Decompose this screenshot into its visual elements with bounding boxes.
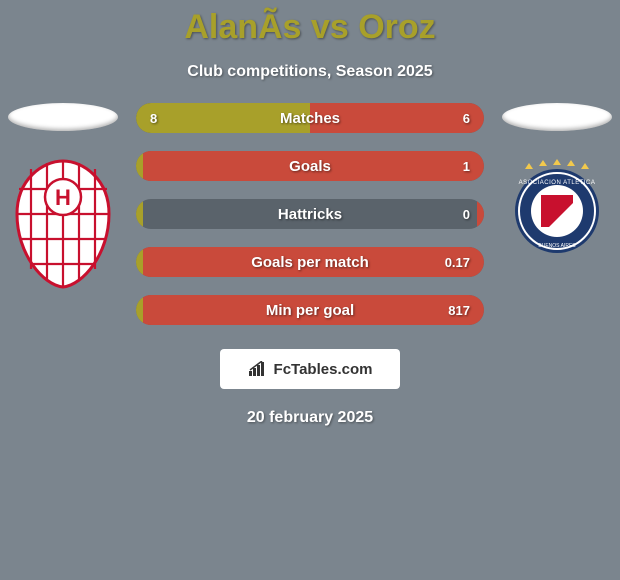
right-team-crest: ASOCIACION ATLETICA BUENOS AIRES: [509, 159, 605, 255]
bar-label: Min per goal: [136, 295, 484, 325]
stat-bar: 86Matches: [136, 103, 484, 133]
title-vs: vs: [311, 8, 349, 46]
title-right-name: Oroz: [358, 8, 435, 46]
date-text: 20 february 2025: [0, 409, 620, 427]
brand-text: FcTables.com: [274, 361, 373, 378]
huracan-crest-icon: H: [13, 159, 113, 289]
argentinos-crest-icon: ASOCIACION ATLETICA BUENOS AIRES: [509, 159, 605, 255]
page-title: AlanÃ­s vs Oroz: [0, 0, 620, 47]
bar-label: Goals: [136, 151, 484, 181]
left-player-col: H: [8, 103, 118, 289]
bar-label: Hattricks: [136, 199, 484, 229]
infographic-container: AlanÃ­s vs Oroz Club competitions, Seaso…: [0, 0, 620, 580]
brand-badge: FcTables.com: [220, 349, 400, 389]
stat-bar: 0.17Goals per match: [136, 247, 484, 277]
chart-icon: [248, 361, 268, 377]
stat-bars: 86Matches 1Goals 0Hattricks 0.17Goals per m…: [118, 103, 502, 325]
title-left-name: AlanÃ­s: [184, 8, 301, 46]
stat-bar: 0Hattricks: [136, 199, 484, 229]
right-player-oval: [502, 103, 612, 131]
main-row: H 86Matches 1Goals 0Hattricks 0.17Goals per…: [0, 103, 620, 325]
bar-label: Goals per match: [136, 247, 484, 277]
right-player-col: ASOCIACION ATLETICA BUENOS AIRES: [502, 103, 612, 255]
stat-bar: 1Goals: [136, 151, 484, 181]
left-team-crest: H: [13, 159, 113, 289]
svg-text:H: H: [55, 185, 71, 210]
subtitle: Club competitions, Season 2025: [0, 63, 620, 81]
stat-bar: 817Min per goal: [136, 295, 484, 325]
svg-text:BUENOS AIRES: BUENOS AIRES: [538, 243, 576, 249]
svg-text:ASOCIACION ATLETICA: ASOCIACION ATLETICA: [519, 180, 596, 186]
left-player-oval: [8, 103, 118, 131]
bar-label: Matches: [136, 103, 484, 133]
